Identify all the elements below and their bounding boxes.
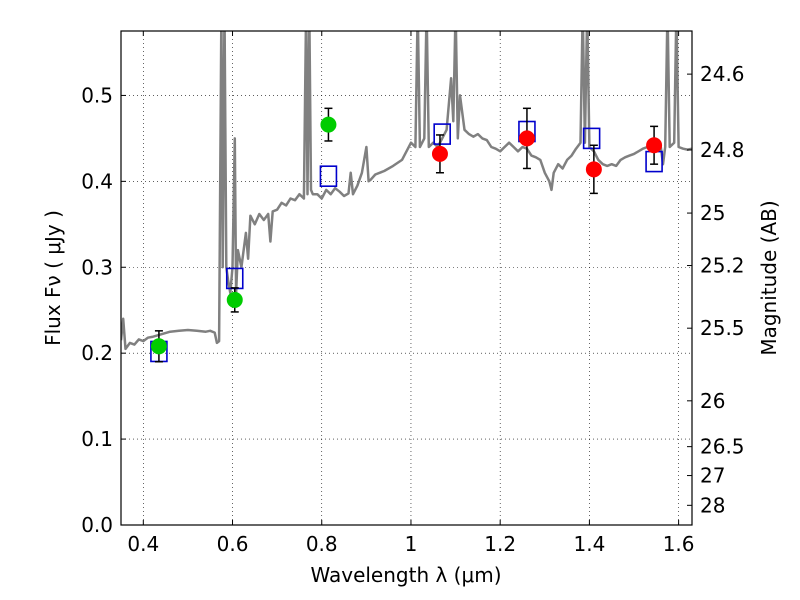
photometry-point (320, 116, 337, 133)
photometry-point (431, 145, 448, 162)
y-tick-label: 0.1 (81, 427, 113, 451)
x-tick-label: 1.6 (663, 532, 695, 556)
y2-tick-label: 24.6 (700, 62, 745, 86)
photometry-point (646, 137, 663, 154)
y2-tick-label: 25.2 (700, 254, 745, 278)
photometry-point (226, 291, 243, 308)
axes: 0.4 0.6 0.8 1 1.2 1.4 1.6 0.0 0.1 0.2 0.3 0.4 0.5 24.… (81, 31, 745, 556)
y2-tick-label: 26 (700, 389, 725, 413)
y2-tick-label: 28 (700, 493, 725, 517)
plot-background (121, 31, 692, 525)
y-tick-label: 0.2 (81, 341, 113, 365)
y-tick-label: 0.0 (81, 513, 113, 537)
photometry-point (518, 130, 535, 147)
y-tick-label: 0.4 (81, 169, 113, 193)
x-tick-label: 1.4 (573, 532, 605, 556)
spectrum-line (121, 31, 692, 351)
data-layer (121, 31, 692, 351)
y2-tick-label: 25 (700, 201, 725, 225)
y2-tick-label: 24.8 (700, 138, 745, 162)
x-tick-label: 1 (405, 532, 418, 556)
x-tick-label: 0.4 (127, 532, 159, 556)
y2-tick-label: 25.5 (700, 316, 745, 340)
model-square-marker (433, 123, 451, 145)
points-layer (150, 107, 663, 363)
y2-axis-label: Magnitude (AB) (757, 200, 781, 355)
y-tick-label: 0.3 (81, 255, 113, 279)
photometry-point (585, 161, 602, 178)
model-square-marker (319, 165, 338, 187)
y-axis-label: Flux Fν ( μJy ) (41, 210, 65, 346)
x-tick-label: 1.2 (484, 532, 516, 556)
x-tick-label: 0.8 (306, 532, 338, 556)
x-tick-label: 0.6 (217, 532, 249, 556)
x-axis-label: Wavelength λ (μm) (310, 563, 501, 587)
plot-frame (120, 30, 693, 526)
y2-tick-label: 26.5 (700, 435, 745, 459)
photometry-point (150, 338, 167, 355)
y2-tick-label: 27 (700, 464, 725, 488)
model-square-marker (582, 127, 601, 150)
y-tick-label: 0.5 (81, 83, 113, 107)
